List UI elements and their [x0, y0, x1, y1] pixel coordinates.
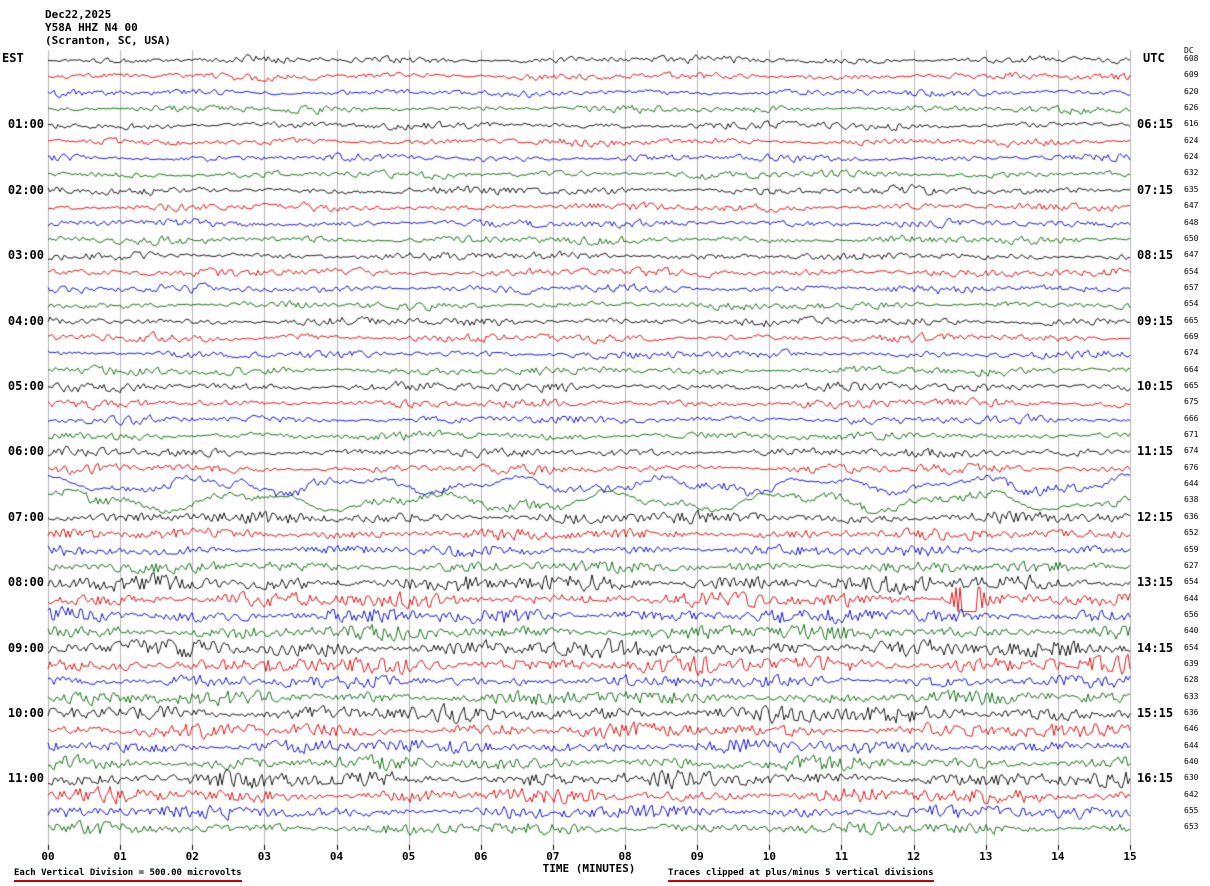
dc-value: 646 [1184, 724, 1199, 734]
dc-value: 656 [1184, 609, 1199, 619]
footer-right-note: Traces clipped at plus/minus 5 vertical … [668, 868, 934, 882]
x-tick-label: 13 [979, 850, 993, 863]
est-time-label: 01:00 [7, 117, 44, 132]
dc-value: 642 [1184, 789, 1199, 799]
dc-value: 635 [1184, 184, 1199, 194]
dc-value: 609 [1184, 70, 1199, 80]
dc-value: 654 [1184, 266, 1199, 276]
dc-value: 644 [1184, 740, 1199, 750]
est-time-label: 05:00 [7, 379, 44, 393]
est-time-label: 07:00 [7, 509, 44, 524]
dc-value: 674 [1184, 348, 1199, 358]
dc-value: 616 [1184, 119, 1199, 129]
dc-value: 630 [1184, 773, 1199, 783]
dc-value: 624 [1184, 152, 1199, 162]
dc-value: 665 [1184, 381, 1199, 390]
x-tick-label: 12 [906, 850, 921, 863]
x-tick-label: 09 [690, 850, 704, 863]
utc-time-label: 09:15 [1137, 313, 1174, 328]
dc-value: 674 [1184, 446, 1199, 456]
utc-time-label: 13:15 [1137, 575, 1174, 590]
utc-time-label: 10:15 [1137, 379, 1174, 393]
dc-value: 655 [1184, 806, 1199, 816]
dc-value: 644 [1184, 479, 1199, 489]
utc-time-label: 16:15 [1137, 771, 1174, 786]
dc-value: 608 [1184, 54, 1199, 63]
dc-value: 638 [1184, 495, 1199, 505]
dc-value: 636 [1184, 708, 1199, 717]
x-tick-label: 00 [41, 850, 55, 863]
dc-value: 628 [1184, 675, 1199, 685]
footer-left-note: Each Vertical Division = 500.00 microvol… [14, 868, 242, 882]
est-time-label: 04:00 [7, 313, 44, 328]
dc-value: 639 [1184, 658, 1199, 668]
utc-axis-label: UTC [1143, 51, 1165, 65]
utc-time-label: 08:15 [1137, 248, 1174, 263]
x-axis-title: TIME (MINUTES) [542, 862, 636, 875]
dc-value: 640 [1184, 626, 1199, 636]
utc-time-label: 11:15 [1137, 444, 1174, 459]
header-station: Y58A HHZ N4 00 [45, 21, 138, 34]
dc-value: 626 [1184, 103, 1199, 113]
x-tick-label: 01 [113, 850, 127, 863]
dc-value: 669 [1184, 331, 1199, 341]
dc-value: 675 [1184, 397, 1199, 407]
header-date: Dec22,2025 [45, 8, 112, 21]
x-tick-label: 10 [762, 850, 776, 863]
utc-time-label: 14:15 [1137, 640, 1174, 655]
dc-value: 650 [1184, 233, 1199, 243]
dc-axis-label: DC [1184, 46, 1194, 55]
dc-value: 632 [1184, 168, 1199, 178]
est-time-label: 03:00 [7, 248, 44, 263]
dc-value: 620 [1184, 86, 1199, 96]
x-tick-label: 04 [329, 850, 344, 863]
dc-value: 659 [1184, 544, 1199, 554]
utc-time-label: 15:15 [1137, 706, 1174, 720]
est-time-label: 06:00 [7, 444, 44, 459]
dc-value: 627 [1184, 560, 1199, 570]
x-tick-label: 08 [618, 850, 632, 863]
header-block: Dec22,2025 Y58A HHZ N4 00 (Scranton, SC,… [45, 8, 171, 47]
est-time-label: 11:00 [7, 771, 44, 786]
est-time-label: 08:00 [7, 575, 44, 590]
utc-time-label: 07:15 [1137, 182, 1174, 197]
dc-value: 654 [1184, 299, 1199, 309]
dc-value: 647 [1184, 201, 1199, 211]
est-time-label: 09:00 [7, 640, 44, 655]
header-location: (Scranton, SC, USA) [45, 34, 171, 47]
dc-value: 654 [1184, 642, 1199, 652]
dc-value: 624 [1184, 135, 1199, 145]
dc-value: 665 [1184, 315, 1199, 325]
dc-value: 640 [1184, 757, 1199, 767]
est-time-label: 02:00 [7, 182, 44, 197]
est-time-label: 10:00 [7, 706, 44, 720]
x-tick-label: 02 [185, 850, 199, 863]
x-tick-label: 05 [402, 850, 416, 863]
utc-time-label: 12:15 [1137, 509, 1174, 524]
dc-value: 676 [1184, 462, 1199, 472]
dc-value: 636 [1184, 511, 1199, 521]
dc-value: 647 [1184, 250, 1199, 260]
dc-value: 633 [1184, 691, 1199, 701]
dc-value: 644 [1184, 593, 1199, 603]
dc-value: 654 [1184, 577, 1199, 587]
x-tick-label: 06 [474, 850, 488, 863]
dc-value: 664 [1184, 364, 1199, 374]
dc-value: 657 [1184, 282, 1199, 292]
x-tick-label: 03 [257, 850, 272, 863]
dc-value: 652 [1184, 528, 1199, 538]
dc-value: 671 [1184, 430, 1199, 440]
x-tick-label: 14 [1051, 850, 1065, 863]
utc-time-label: 06:15 [1137, 117, 1174, 132]
dc-value: 666 [1184, 413, 1199, 423]
dc-value: 653 [1184, 822, 1199, 832]
x-tick-label: 07 [546, 850, 560, 863]
est-axis-label: EST [2, 51, 24, 65]
dc-value: 648 [1184, 217, 1199, 227]
x-tick-label: 15 [1123, 850, 1137, 863]
x-tick-label: 11 [834, 850, 849, 863]
